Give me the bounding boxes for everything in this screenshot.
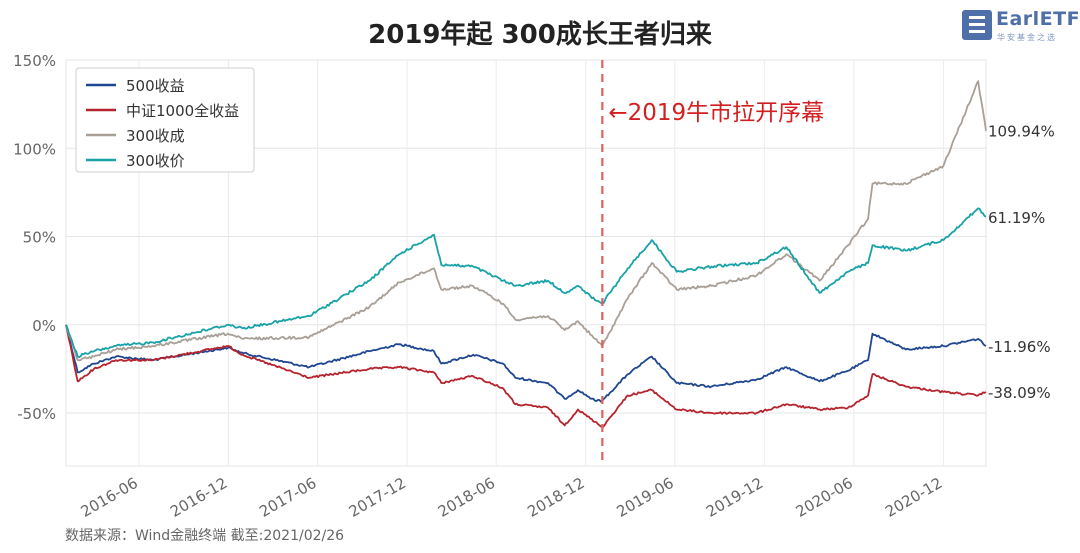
- x-tick-label: 2017-12: [346, 474, 409, 521]
- y-tick-label: 50%: [23, 229, 56, 247]
- x-tick-label: 2019-06: [613, 474, 676, 521]
- data-source-note: 数据来源：Wind金融终端 截至:2021/02/26: [65, 528, 345, 544]
- legend-label: 300收成: [126, 127, 185, 145]
- legend-label: 300收价: [126, 152, 185, 170]
- x-tick-label: 2016-12: [167, 474, 230, 521]
- series-end-label: 61.19%: [988, 209, 1045, 227]
- y-tick-label: -50%: [17, 405, 56, 423]
- x-tick-label: 2018-06: [435, 474, 498, 521]
- logo-text: EarlETF: [996, 8, 1080, 30]
- legend-label: 500收益: [126, 77, 185, 95]
- brand-logo: EarlETF 华安基金之选: [962, 8, 1080, 44]
- x-tick-label: 2016-06: [78, 474, 141, 521]
- x-tick-label: 2018-12: [524, 474, 587, 521]
- x-tick-label: 2020-12: [882, 474, 945, 521]
- chart-title: 2019年起 300成长王者归来: [368, 20, 712, 50]
- y-tick-label: 150%: [13, 52, 56, 70]
- series-line-0: [65, 324, 987, 403]
- x-tick-label: 2020-06: [793, 474, 856, 521]
- series-line-2: [65, 80, 987, 362]
- event-annotation: ←2019牛市拉开序幕: [608, 100, 824, 126]
- legend-label: 中证1000全收益: [126, 102, 239, 120]
- legend-box: [75, 67, 255, 173]
- series-end-label: -38.09%: [988, 384, 1051, 402]
- y-tick-label: 100%: [13, 140, 56, 158]
- series-line-3: [65, 207, 987, 359]
- x-tick-label: 2019-12: [703, 474, 766, 521]
- logo-mark-icon: [962, 10, 992, 40]
- series-end-label: -11.96%: [988, 338, 1051, 356]
- y-tick-label: 0%: [32, 317, 56, 335]
- series-line-1: [65, 324, 987, 429]
- series-end-label: 109.94%: [988, 123, 1055, 141]
- logo-tagline: 华安基金之选: [997, 33, 1057, 42]
- x-tick-label: 2017-06: [256, 474, 319, 521]
